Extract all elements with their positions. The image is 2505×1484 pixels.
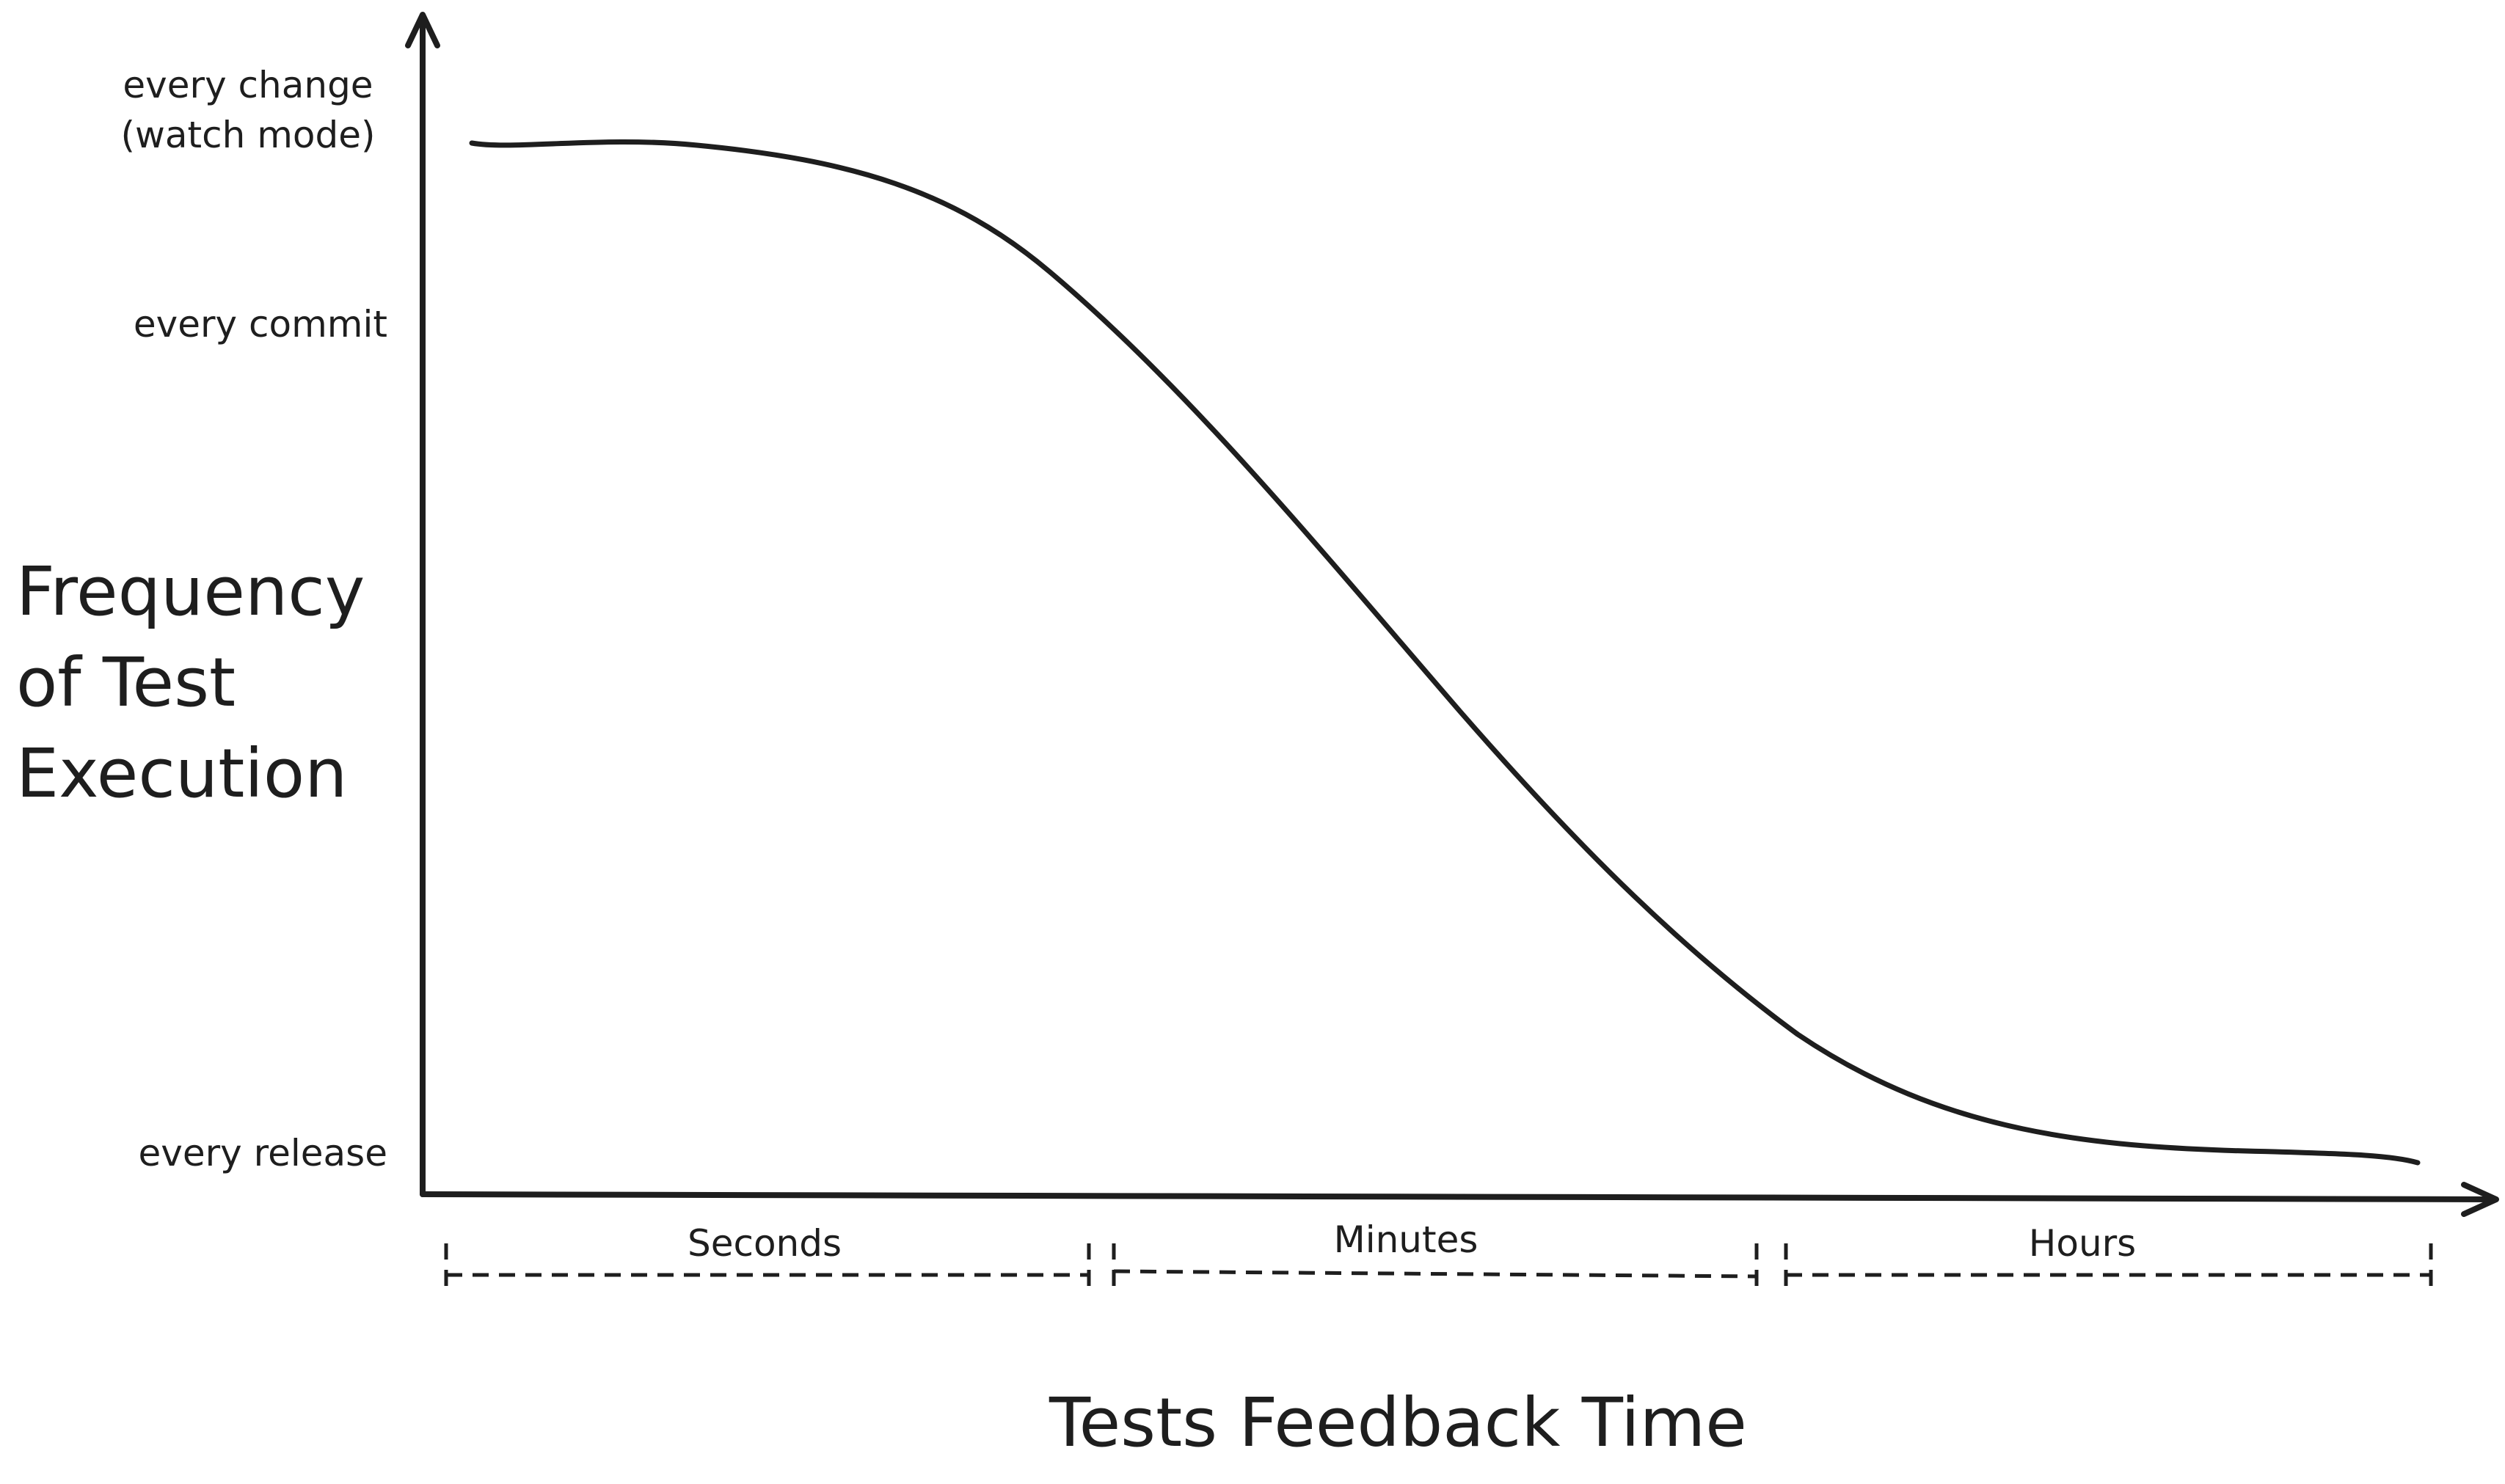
band-bracket-seconds	[444, 1243, 1091, 1291]
x-axis-title: Tests Feedback Time	[1049, 1384, 1747, 1462]
band-label-seconds: Seconds	[687, 1222, 842, 1265]
x-axis-line	[420, 1191, 2498, 1202]
y-axis	[405, 12, 440, 1197]
y-axis-title: Frequency of Test Execution	[16, 552, 365, 813]
band-label-minutes: Minutes	[1333, 1218, 1478, 1261]
y-axis-arrowhead-icon	[405, 12, 440, 48]
y-tick-every-release: every release	[138, 1132, 387, 1174]
y-tick-every-commit: every commit	[133, 303, 387, 346]
x-axis	[420, 1182, 2499, 1217]
frequency-curve	[469, 139, 2421, 1166]
y-tick-every-change: every change (watch mode)	[120, 64, 376, 156]
band-bracket-minutes	[1112, 1243, 1759, 1291]
band-label-hours: Hours	[2028, 1222, 2137, 1265]
x-axis-arrowhead-icon	[2461, 1182, 2499, 1217]
band-bracket-hours	[1784, 1243, 2433, 1291]
